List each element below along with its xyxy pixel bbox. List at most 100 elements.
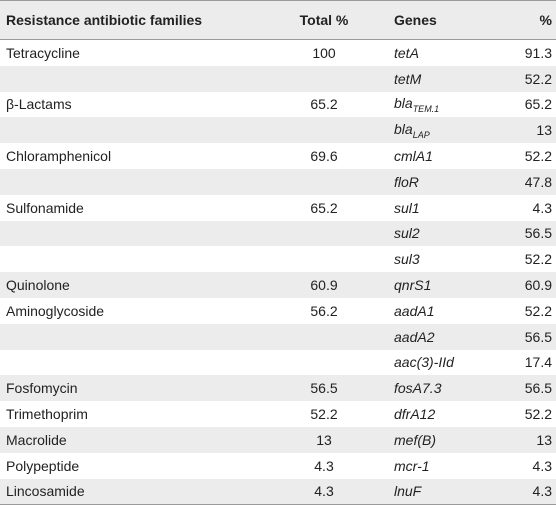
total-cell: 65.2 <box>310 96 338 113</box>
total-cell: 69.6 <box>310 148 338 165</box>
gene-cell: lnuF <box>390 478 500 506</box>
total-cell: 56.5 <box>258 375 390 402</box>
total-cell: 65.2 <box>310 199 338 216</box>
percent-cell: 60.9 <box>500 272 556 298</box>
gene-cell: aac(3)-IId <box>390 350 500 376</box>
gene-cell: blaTEM.1 <box>390 92 500 118</box>
family-cell <box>0 246 258 272</box>
family-cell: Sulfonamide <box>6 199 84 216</box>
family-cell: Lincosamide <box>0 478 258 506</box>
total-cell: 4.3 <box>258 478 390 506</box>
table-row: Quinolone 60.9 qnrS1 60.9 <box>0 272 556 298</box>
family-cell: β-Lactams <box>6 96 72 113</box>
family-cell <box>0 65 258 92</box>
percent-cell: 52.2 <box>524 406 552 423</box>
percent-cell: 56.5 <box>500 375 556 402</box>
table-header: Resistance antibiotic families Total % G… <box>0 0 556 40</box>
percent-cell: 4.3 <box>532 199 552 216</box>
table-row: Aminoglycoside 56.2 aadA1 52.2 <box>0 298 556 324</box>
gene-cell: mcr-1 <box>390 453 500 479</box>
gene-cell: tetA <box>390 40 500 66</box>
gene-name: sul1 <box>394 199 420 216</box>
total-cell: 60.9 <box>258 272 390 298</box>
total-cell <box>258 117 390 144</box>
gene-cell: cmlA1 <box>390 143 500 169</box>
gene-name: sul3 <box>394 251 420 268</box>
table-row: blaLAP 13 <box>0 117 556 144</box>
table-row: Sulfonamide 65.2 sul1 4.3 <box>0 195 556 221</box>
header-percent: % <box>500 0 556 40</box>
total-cell <box>258 65 390 92</box>
family-cell <box>0 220 258 247</box>
percent-cell: 52.2 <box>524 251 552 268</box>
gene-cell: floR <box>390 168 500 195</box>
table-body: Tetracycline 100 tetA 91.3 tetM 52.2 β-Lactams… <box>0 40 556 506</box>
total-cell <box>258 246 390 272</box>
table-row: aac(3)-IId 17.4 <box>0 350 556 376</box>
table-row: Fosfomycin 56.5 fosA7.3 56.5 <box>0 375 556 402</box>
percent-cell: 52.2 <box>524 302 552 319</box>
percent-cell: 47.8 <box>500 168 556 195</box>
gene-subscript: TEM.1 <box>412 103 440 114</box>
resistance-genes-table: Resistance antibiotic families Total % G… <box>0 0 556 506</box>
percent-cell: 17.4 <box>524 354 552 371</box>
header-total: Total % <box>258 0 390 40</box>
gene-cell: tetM <box>390 65 500 92</box>
family-cell <box>0 117 258 144</box>
gene-name: aadA1 <box>394 302 435 319</box>
table-row: Tetracycline 100 tetA 91.3 <box>0 40 556 66</box>
table-row: Chloramphenicol 69.6 cmlA1 52.2 <box>0 143 556 169</box>
gene-name: aac(3)-IId <box>394 354 454 371</box>
percent-cell: 56.5 <box>500 323 556 350</box>
percent-cell: 65.2 <box>524 96 552 113</box>
percent-cell: 52.2 <box>500 65 556 92</box>
gene-subscript: LAP <box>412 129 430 140</box>
total-cell: 56.2 <box>310 302 338 319</box>
gene-cell: dfrA12 <box>390 401 500 427</box>
gene-cell: aadA2 <box>390 323 500 350</box>
family-cell: Macrolide <box>0 426 258 453</box>
percent-cell: 56.5 <box>500 220 556 247</box>
family-cell: Polypeptide <box>6 457 80 474</box>
percent-cell: 91.3 <box>524 44 552 61</box>
gene-cell: fosA7.3 <box>390 375 500 402</box>
gene-name: bla <box>394 95 413 112</box>
gene-cell: mef(B) <box>390 426 500 453</box>
gene-cell: sul1 <box>390 195 500 221</box>
gene-cell: aadA1 <box>390 298 500 324</box>
table-row: aadA2 56.5 <box>0 323 556 350</box>
total-cell <box>258 220 390 247</box>
table-row: floR 47.8 <box>0 168 556 195</box>
table-row: Macrolide 13 mef(B) 13 <box>0 426 556 453</box>
percent-cell: 4.3 <box>500 478 556 506</box>
gene-name: bla <box>394 120 413 137</box>
family-cell: Quinolone <box>0 272 258 298</box>
family-cell <box>0 168 258 195</box>
total-cell: 52.2 <box>310 406 338 423</box>
family-cell: Chloramphenicol <box>6 148 112 165</box>
table-row: tetM 52.2 <box>0 65 556 92</box>
gene-cell: qnrS1 <box>390 272 500 298</box>
header-genes: Genes <box>390 0 500 40</box>
total-cell <box>258 168 390 195</box>
header-row: Resistance antibiotic families Total % G… <box>0 0 556 40</box>
gene-name: tetA <box>394 44 419 61</box>
gene-name: tetM <box>394 70 422 87</box>
total-cell: 100 <box>312 44 336 61</box>
header-family: Resistance antibiotic families <box>0 0 258 40</box>
table-row: Lincosamide 4.3 lnuF 4.3 <box>0 478 556 506</box>
gene-name: fosA7.3 <box>394 380 442 397</box>
table-row: Trimethoprim 52.2 dfrA12 52.2 <box>0 401 556 427</box>
table-row: sul3 52.2 <box>0 246 556 272</box>
family-cell: Tetracycline <box>6 44 80 61</box>
family-cell: Trimethoprim <box>6 406 88 423</box>
table-row: sul2 56.5 <box>0 220 556 247</box>
gene-cell: sul2 <box>390 220 500 247</box>
gene-name: lnuF <box>394 483 422 500</box>
percent-cell: 52.2 <box>524 148 552 165</box>
gene-cell: blaLAP <box>390 117 500 144</box>
gene-name: dfrA12 <box>394 406 436 423</box>
gene-name: sul2 <box>394 225 420 242</box>
total-cell <box>258 323 390 350</box>
total-cell: 4.3 <box>314 457 334 474</box>
